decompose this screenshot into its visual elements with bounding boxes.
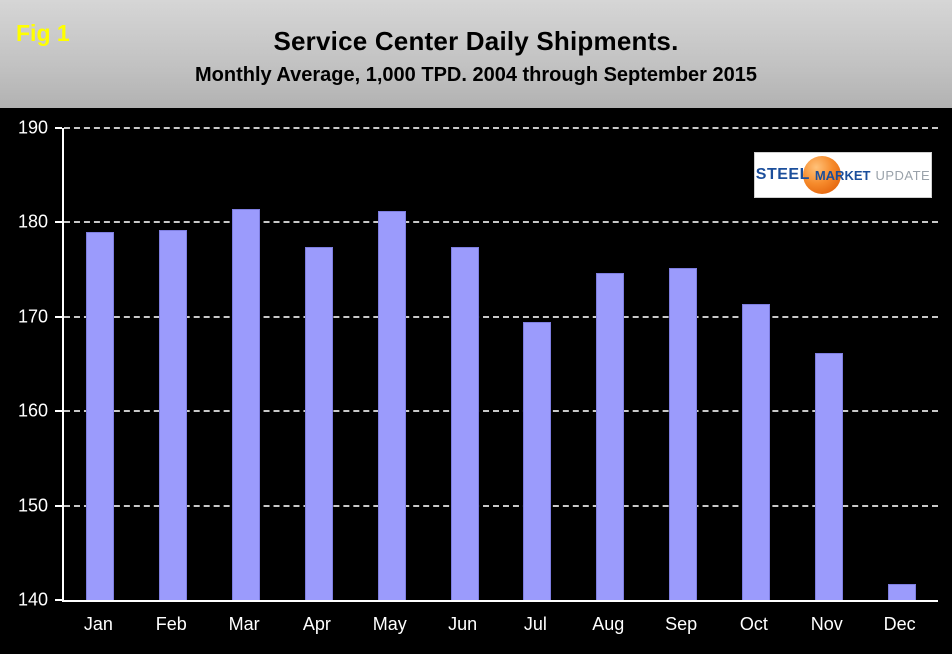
y-tick-label: 160	[17, 400, 48, 421]
y-tick-mark	[55, 599, 62, 601]
gridline	[64, 504, 938, 507]
x-tick-label: Jun	[448, 614, 478, 634]
bar	[596, 273, 625, 600]
bar	[523, 322, 552, 600]
x-tick-label: Sep	[665, 614, 698, 634]
chart-title: Service Center Daily Shipments.	[273, 26, 679, 56]
y-tick-mark	[55, 315, 62, 318]
gridline	[64, 127, 938, 129]
gridline	[64, 315, 938, 318]
x-tick-label: Oct	[739, 614, 768, 634]
bar	[887, 583, 916, 600]
logo-sphere-icon	[803, 156, 841, 194]
bar	[86, 231, 115, 600]
bar	[159, 229, 188, 600]
bar	[450, 246, 479, 600]
x-tick-label: Dec	[883, 614, 916, 634]
x-tick-label: Aug	[592, 614, 625, 634]
chart-subtitle: Monthly Average, 1,000 TPD. 2004 through…	[194, 64, 758, 86]
y-tick-mark	[55, 410, 62, 413]
x-tick-label: Nov	[810, 614, 843, 634]
y-tick-label: 140	[17, 589, 48, 610]
logo-word-steel: STEEL	[755, 166, 810, 183]
bar	[377, 211, 406, 600]
bar	[669, 267, 698, 600]
y-tick-label: 170	[17, 306, 48, 327]
x-tick-label: Apr	[302, 614, 331, 634]
bar	[304, 246, 333, 600]
x-tick-label: Feb	[155, 614, 187, 634]
gridline	[64, 221, 938, 224]
steel-market-update-logo: STEEL MARKET UPDATE	[754, 152, 932, 198]
y-tick-mark	[55, 221, 62, 224]
y-tick-label: 180	[17, 211, 48, 232]
chart-header: Fig 1 Service Center Daily Shipments. Mo…	[0, 0, 952, 108]
bar	[814, 352, 843, 600]
plot-area: STEEL MARKET UPDATE	[62, 127, 938, 602]
figure-number-label: Fig 1	[16, 20, 70, 46]
y-tick-mark	[55, 504, 62, 507]
x-tick-label: Mar	[228, 614, 260, 634]
x-tick-label: Jul	[523, 614, 547, 634]
y-tick-mark	[55, 127, 62, 129]
logo-word-update: UPDATE	[875, 167, 931, 183]
gridline	[64, 410, 938, 413]
x-tick-label: Jan	[83, 614, 113, 634]
logo-word-market: MARKET	[814, 167, 871, 183]
x-axis: Jan Feb Mar Apr May Jun Jul Aug Sep Oct Nov Dec	[62, 614, 936, 644]
bar	[741, 303, 770, 600]
x-tick-label: May	[372, 614, 407, 634]
y-tick-label: 150	[17, 495, 48, 516]
y-axis: 140 150 160 170 180 190	[0, 118, 62, 610]
y-tick-label: 190	[17, 117, 48, 138]
bar	[232, 209, 261, 600]
